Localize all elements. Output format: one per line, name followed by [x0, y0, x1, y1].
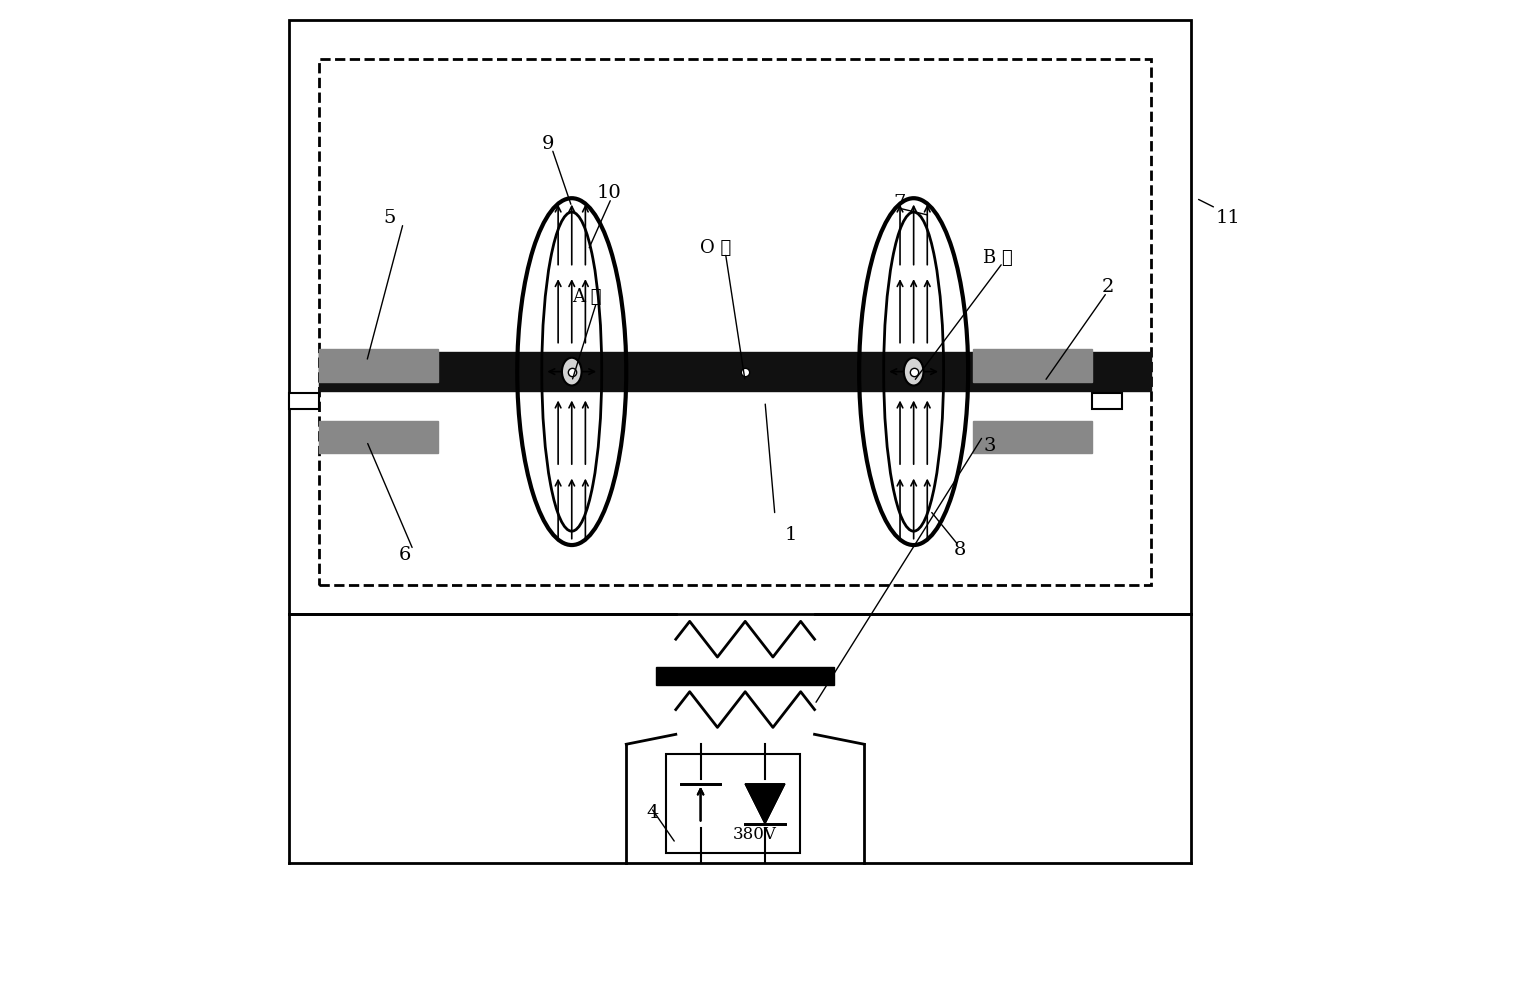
Text: 10: 10 [597, 184, 621, 202]
Text: 1: 1 [785, 526, 797, 544]
Bar [289, 20, 1192, 614]
Bar [973, 350, 1092, 382]
Text: 11: 11 [1216, 209, 1241, 227]
Bar [320, 59, 1152, 585]
Ellipse shape [562, 358, 581, 385]
Text: B 点: B 点 [982, 249, 1013, 267]
Bar [320, 350, 438, 382]
Bar [656, 667, 834, 685]
Bar [1092, 393, 1121, 409]
Text: 8: 8 [953, 541, 965, 559]
Bar [289, 393, 320, 409]
Text: A 点: A 点 [572, 288, 601, 306]
Polygon shape [745, 784, 785, 824]
Ellipse shape [904, 358, 924, 385]
Bar [666, 754, 800, 853]
Text: 380V: 380V [733, 826, 777, 843]
Text: 2: 2 [1102, 278, 1114, 296]
Polygon shape [745, 784, 785, 824]
Text: 7: 7 [894, 194, 906, 212]
Text: 3: 3 [982, 437, 996, 455]
Text: 6: 6 [398, 546, 410, 564]
Bar [973, 421, 1092, 454]
Bar [320, 421, 438, 454]
Text: 5: 5 [384, 209, 396, 227]
Text: O 点: O 点 [699, 239, 731, 257]
Bar [320, 352, 1152, 391]
Text: 4: 4 [646, 804, 658, 822]
Text: 9: 9 [542, 135, 554, 153]
